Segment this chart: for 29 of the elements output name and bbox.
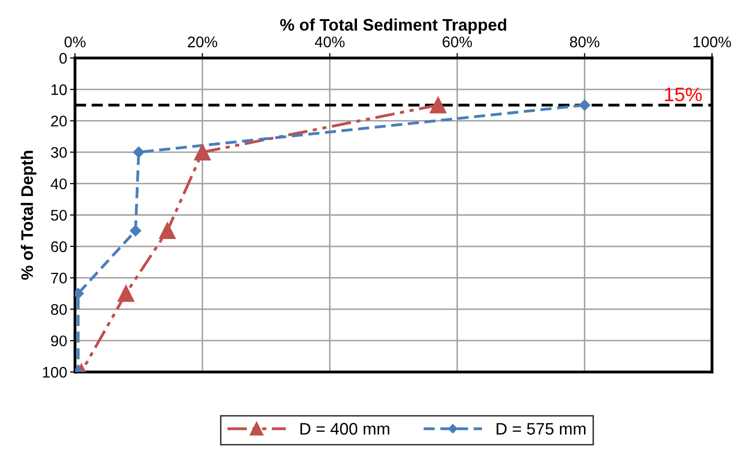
y-tick-label: 30 — [50, 147, 67, 158]
y-axis-title: % of Total Depth — [20, 150, 36, 280]
y-tick-label: 50 — [50, 210, 67, 221]
y-tick-label: 80 — [51, 304, 67, 315]
point — [194, 144, 211, 161]
y-tick-label: 0 — [59, 52, 67, 64]
point — [430, 96, 446, 114]
legend-label: D = 400 mm — [300, 422, 390, 435]
y-tick-label: 90 — [51, 335, 67, 346]
y-tick-label: 70 — [51, 272, 67, 284]
y-tick-label: 20 — [51, 116, 67, 126]
legend-label: D = 575 mm — [496, 423, 586, 435]
point — [133, 146, 144, 158]
x-tick-label: 80% — [570, 36, 600, 48]
point — [159, 222, 176, 240]
y-tick-label: 60 — [51, 241, 67, 252]
x-axis-title: % of Total Sediment Trapped — [280, 18, 506, 34]
x-tick-label: 60% — [442, 36, 472, 48]
point — [118, 285, 134, 302]
x-tick-label: 0% — [64, 36, 86, 48]
point — [130, 225, 142, 236]
x-tick-label: 100% — [694, 36, 731, 48]
y-tick-label: 100 — [43, 366, 67, 378]
y-tick-label: 10 — [52, 84, 67, 96]
point — [578, 99, 590, 111]
x-tick-label: 20% — [188, 36, 218, 48]
y-tick-label: 40 — [50, 178, 67, 190]
ref-line-label: 15% — [665, 88, 702, 102]
x-tick-label: 40% — [314, 36, 345, 48]
